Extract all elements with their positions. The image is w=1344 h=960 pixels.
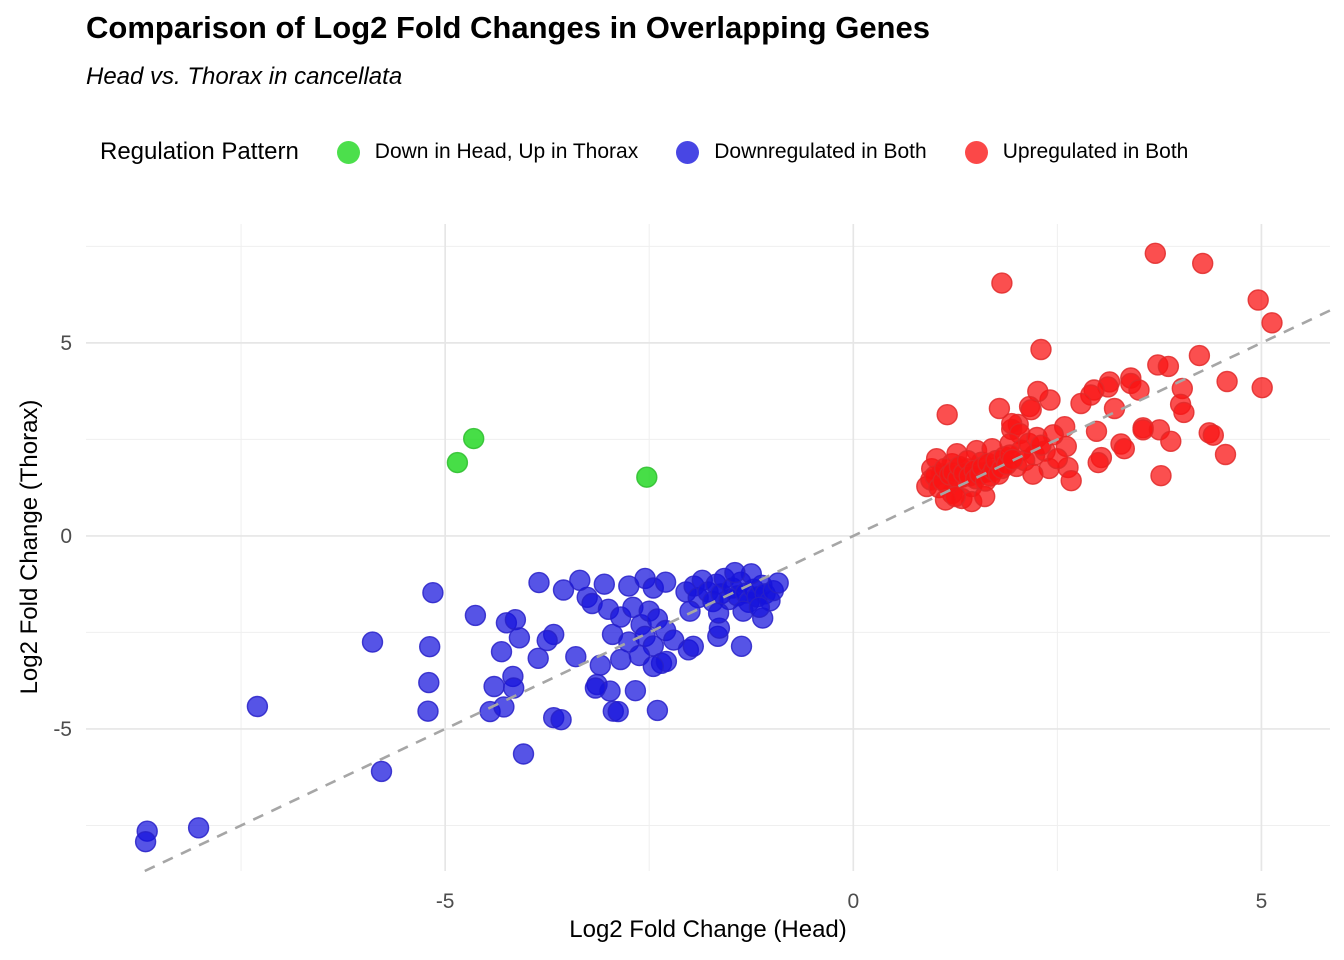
data-point — [493, 696, 515, 718]
data-point — [1160, 430, 1182, 452]
data-point — [1085, 420, 1108, 442]
legend-item-2: Upregulated in Both — [964, 140, 1189, 164]
data-point — [1216, 370, 1238, 393]
data-point — [1060, 470, 1082, 492]
data-point — [508, 627, 531, 649]
data-point — [464, 604, 487, 627]
data-point — [490, 641, 513, 663]
legend: Regulation Pattern Down in Head, Up in T… — [100, 133, 1188, 171]
series-down-in-head-up-in-thorax — [446, 427, 658, 488]
y-tick-label: 5 — [60, 332, 72, 355]
legend-swatch-icon — [676, 140, 700, 164]
data-point — [550, 709, 572, 731]
data-point — [1173, 401, 1195, 424]
data-point — [642, 655, 664, 678]
data-point — [663, 629, 685, 651]
data-point — [446, 451, 469, 474]
legend-title: Regulation Pattern — [100, 138, 299, 165]
data-point — [503, 677, 525, 699]
data-point — [646, 699, 669, 722]
legend-item-label: Downregulated in Both — [714, 140, 927, 163]
data-point — [1030, 338, 1052, 361]
x-axis-label: Log2 Fold Change (Head) — [569, 916, 847, 943]
data-point — [1087, 451, 1109, 474]
data-point — [707, 602, 730, 624]
data-point — [1070, 392, 1092, 415]
data-point — [679, 600, 701, 622]
x-tick-label: 5 — [1256, 890, 1268, 913]
legend-item-0: Down in Head, Up in Thorax — [336, 140, 639, 164]
data-point — [417, 700, 439, 722]
data-point — [636, 466, 658, 488]
data-point — [1247, 289, 1269, 311]
x-tick-label: -5 — [436, 890, 455, 913]
data-point — [936, 404, 958, 426]
data-point — [536, 629, 558, 652]
data-point — [1020, 399, 1042, 421]
legend-item-1: Downregulated in Both — [676, 140, 927, 164]
data-point — [246, 695, 269, 718]
data-point — [1191, 252, 1214, 275]
data-point — [1144, 242, 1167, 265]
data-point — [593, 573, 615, 595]
data-point — [512, 743, 535, 765]
data-point — [1251, 377, 1273, 399]
data-point — [1202, 424, 1225, 446]
data-point — [504, 609, 527, 631]
legend-swatch-icon — [336, 140, 360, 164]
data-point — [361, 631, 384, 653]
data-point — [988, 397, 1011, 420]
data-point — [1030, 434, 1052, 456]
legend-item-label: Upregulated in Both — [1002, 140, 1189, 163]
data-point — [370, 760, 393, 783]
data-point — [682, 635, 704, 657]
data-point — [944, 485, 966, 508]
chart-subtitle: Head vs. Thorax in cancellata — [86, 63, 403, 90]
data-point — [589, 654, 611, 676]
series-upregulated-in-both — [916, 242, 1283, 513]
data-point — [528, 571, 550, 594]
data-point — [610, 648, 632, 671]
legend-item-label: Down in Head, Up in Thorax — [374, 140, 639, 163]
data-point — [991, 272, 1013, 294]
y-axis-label: Log2 Fold Change (Thorax) — [16, 399, 43, 695]
data-point — [1046, 448, 1069, 470]
data-point — [422, 582, 444, 604]
data-point — [584, 677, 607, 699]
data-point — [552, 579, 575, 601]
series-downregulated-in-both — [134, 561, 789, 853]
legend-swatch-icon — [964, 140, 988, 164]
chart-title: Comparison of Log2 Fold Changes in Overl… — [86, 10, 930, 45]
data-point — [527, 647, 549, 669]
data-point — [483, 675, 505, 698]
data-point — [1113, 438, 1136, 460]
data-point — [724, 561, 746, 584]
data-point — [1022, 463, 1044, 485]
data-point — [607, 700, 629, 723]
data-point — [730, 635, 753, 657]
y-tick-label: 0 — [60, 525, 72, 548]
data-point — [1150, 465, 1172, 487]
data-point — [1157, 355, 1180, 378]
data-point — [463, 427, 485, 450]
data-point — [624, 680, 647, 702]
data-point — [654, 571, 677, 593]
data-point — [1132, 419, 1154, 441]
data-point — [134, 831, 157, 853]
data-point — [569, 569, 591, 591]
data-point — [748, 596, 771, 618]
data-point — [187, 817, 210, 839]
data-point — [1261, 312, 1283, 334]
data-point — [1214, 443, 1237, 466]
data-point — [418, 671, 440, 694]
x-tick-label: 0 — [847, 890, 859, 913]
data-point — [767, 572, 789, 594]
data-point — [565, 646, 587, 668]
y-tick-label: -5 — [53, 718, 72, 741]
data-point — [419, 636, 441, 658]
data-point — [1188, 344, 1211, 367]
